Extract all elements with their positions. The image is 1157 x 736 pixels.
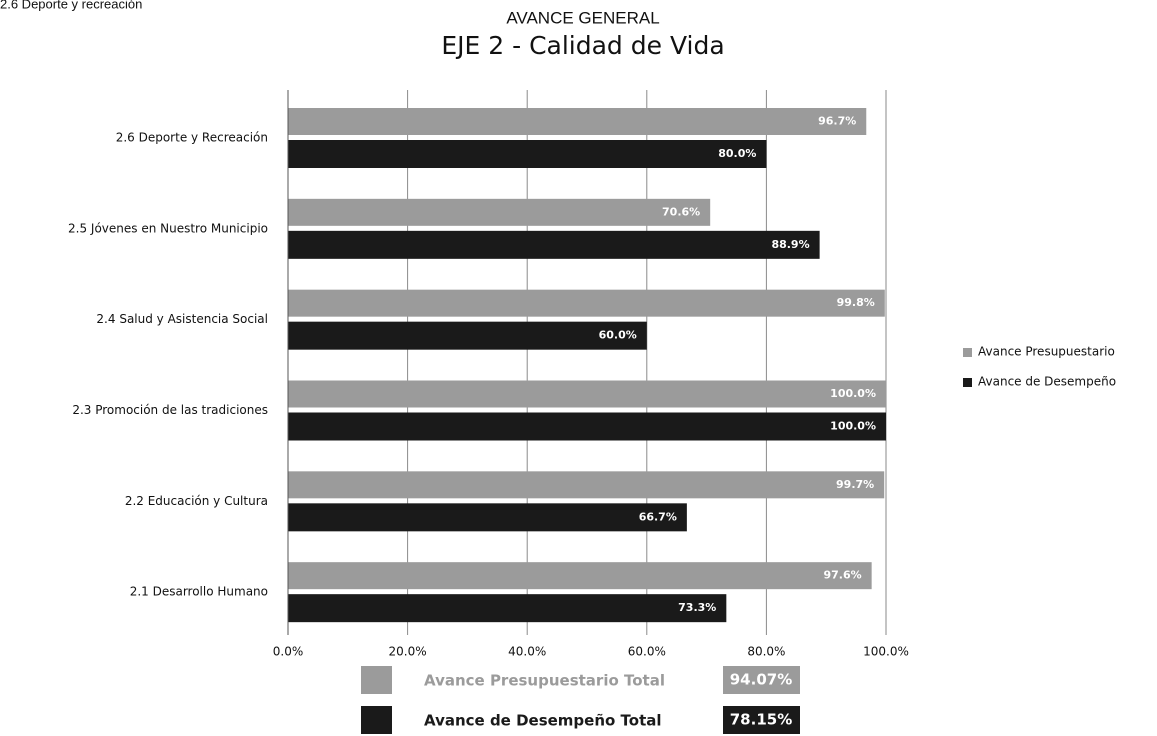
- value-label: 88.9%: [771, 238, 809, 251]
- bar: [288, 503, 687, 532]
- category-label: 2.1 Desarrollo Humano: [130, 585, 268, 599]
- value-label: 60.0%: [599, 329, 637, 342]
- value-label: 100.0%: [830, 420, 876, 433]
- chart-subtitle: EJE 2 - Calidad de Vida: [441, 31, 724, 60]
- bar: [288, 230, 820, 259]
- bar: [288, 594, 727, 623]
- bar: [288, 412, 886, 441]
- bar: [288, 471, 885, 499]
- total-value: 78.15%: [730, 711, 792, 729]
- category-label: 2.2 Educación y Cultura: [125, 494, 268, 508]
- value-label: 96.7%: [818, 115, 856, 128]
- value-label: 100.0%: [830, 387, 876, 400]
- value-label: 70.6%: [662, 205, 700, 218]
- total-box: [723, 666, 800, 694]
- value-label: 99.8%: [837, 296, 875, 309]
- x-tick-label: 0.0%: [273, 645, 304, 659]
- total-value: 94.07%: [730, 671, 792, 689]
- total-name: Avance de Desempeño Total: [424, 712, 662, 730]
- bar: [288, 198, 711, 226]
- x-tick-label: 60.0%: [628, 645, 666, 659]
- category-label: 2.5 Jóvenes en Nuestro Municipio: [68, 221, 268, 235]
- value-label: 66.7%: [639, 510, 677, 523]
- bar: [288, 108, 867, 135]
- value-label: 99.7%: [836, 478, 874, 491]
- value-label: 97.6%: [823, 569, 861, 582]
- x-tick-label: 20.0%: [389, 645, 427, 659]
- total-box: [723, 706, 800, 734]
- bar: [288, 380, 886, 408]
- section-label: 2.6 Deporte y recreación: [0, 0, 142, 11]
- category-label: 2.6 Deporte y Recreación: [116, 131, 268, 145]
- legend-label: Avance de Desempeño: [978, 375, 1116, 389]
- value-label: 73.3%: [678, 601, 716, 614]
- total-swatch: [361, 706, 392, 734]
- x-tick-label: 100.0%: [863, 645, 909, 659]
- legend-swatch: [963, 348, 972, 357]
- x-tick-label: 80.0%: [747, 645, 785, 659]
- bar: [288, 289, 885, 317]
- bar: [288, 140, 767, 168]
- bar: [288, 321, 647, 350]
- total-swatch: [361, 666, 392, 694]
- legend-swatch: [963, 378, 972, 387]
- category-label: 2.4 Salud y Asistencia Social: [96, 312, 268, 326]
- bar: [288, 562, 872, 590]
- legend-label: Avance Presupuestario: [978, 345, 1115, 359]
- chart-title: AVANCE GENERAL: [506, 8, 659, 27]
- total-name: Avance Presupuestario Total: [424, 672, 665, 690]
- x-tick-label: 40.0%: [508, 645, 546, 659]
- category-label: 2.3 Promoción de las tradiciones: [72, 403, 268, 417]
- value-label: 80.0%: [718, 147, 756, 160]
